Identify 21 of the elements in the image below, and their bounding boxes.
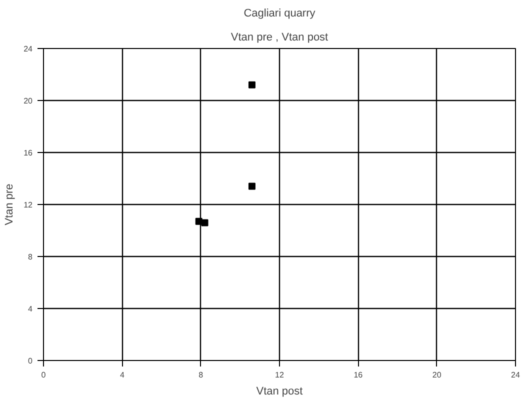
y-tick-label: 0 xyxy=(28,356,34,366)
y-tick-label: 12 xyxy=(24,200,34,210)
x-tick-label: 12 xyxy=(275,370,284,380)
x-axis-title: Vtan post xyxy=(256,386,303,398)
x-tick-label: 4 xyxy=(120,370,125,380)
y-axis-title: Vtan pre xyxy=(4,184,16,226)
x-tick-label: 0 xyxy=(41,370,46,380)
y-tick-label: 8 xyxy=(28,252,34,262)
point xyxy=(248,182,256,190)
y-tick-label: 16 xyxy=(24,148,34,158)
y-tick-label: 24 xyxy=(24,44,34,54)
chart-subtitle: Vtan pre , Vtan post xyxy=(230,32,328,44)
point xyxy=(201,219,208,226)
chart-title: Cagliari quarry xyxy=(244,8,316,20)
point xyxy=(248,81,256,88)
x-tick-label: 16 xyxy=(354,370,364,380)
y-tick-label: 4 xyxy=(28,304,34,314)
y-tick-label: 20 xyxy=(24,96,34,106)
x-tick-label: 8 xyxy=(198,370,204,380)
x-tick-label: 24 xyxy=(511,370,520,380)
x-tick-label: 20 xyxy=(432,370,442,380)
